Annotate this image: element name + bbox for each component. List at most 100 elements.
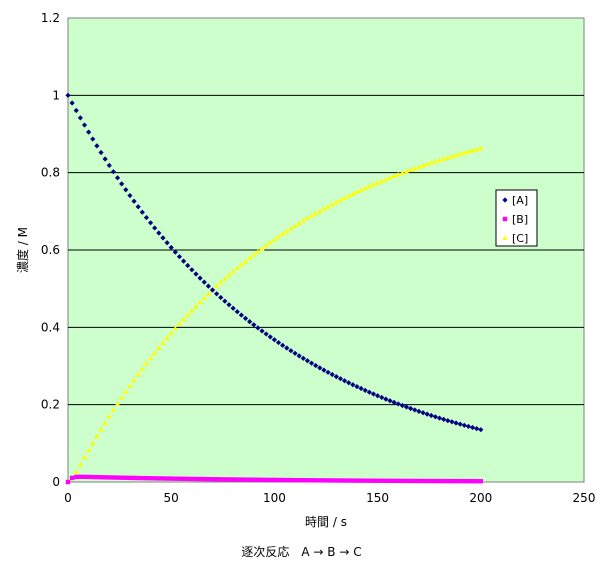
data-point-a [172, 249, 178, 255]
data-point-b [437, 478, 442, 484]
data-point-b [144, 475, 149, 481]
data-point-a [205, 283, 211, 289]
data-point-b [206, 476, 211, 482]
data-point-c [180, 316, 187, 322]
data-point-c [131, 377, 137, 383]
data-point-b [218, 477, 223, 482]
y-tick-label: 1 [52, 88, 60, 102]
data-point-b [247, 477, 252, 482]
data-point-b [420, 478, 426, 484]
y-tick-label: 0 [52, 475, 60, 489]
data-point-b [197, 476, 203, 482]
data-point-c [275, 233, 282, 239]
data-point-b [396, 478, 401, 484]
data-point-b [251, 477, 256, 482]
data-point-a [469, 424, 476, 431]
data-point-c [445, 154, 451, 160]
data-point-a [242, 315, 249, 321]
data-point-a [474, 426, 480, 432]
data-point-a [123, 187, 129, 193]
data-point-b [363, 478, 368, 483]
data-point-a [73, 107, 79, 114]
data-point-c [399, 170, 405, 175]
data-point-a [106, 162, 112, 169]
data-point-c [90, 440, 96, 446]
data-point-b [90, 474, 95, 480]
data-point-c [370, 181, 377, 187]
x-tick-label: 50 [164, 491, 179, 505]
data-point-a [395, 401, 401, 407]
data-point-b [214, 477, 219, 482]
data-point-b [202, 476, 207, 482]
data-point-b [239, 477, 244, 482]
data-point-a [238, 312, 244, 318]
data-point-b [329, 478, 335, 483]
data-point-c [193, 303, 199, 309]
data-point-b [115, 475, 120, 480]
data-point-a [284, 345, 290, 351]
data-point-b [226, 477, 232, 482]
data-point-b [342, 478, 347, 483]
data-point-b [408, 478, 413, 484]
data-point-c [436, 157, 443, 163]
data-point-a [222, 298, 228, 304]
data-point-b [65, 479, 71, 485]
data-point-c [300, 217, 306, 223]
data-point-c [234, 265, 240, 271]
data-point-b [457, 478, 463, 484]
data-point-c [218, 279, 224, 285]
data-point-b [230, 477, 236, 482]
x-axis-label: 時間 / s [305, 515, 347, 529]
data-point-b [164, 476, 170, 481]
data-point-a [313, 362, 319, 369]
data-point-a [416, 408, 422, 414]
data-point-c [366, 183, 372, 189]
data-point-c [391, 173, 397, 179]
data-point-c [143, 360, 150, 366]
data-point-b [354, 478, 360, 483]
data-point-a [110, 169, 117, 175]
data-point-a [329, 371, 335, 378]
data-point-c [230, 268, 236, 274]
data-point-b [346, 478, 351, 483]
series-b [65, 474, 483, 485]
data-point-a [375, 393, 381, 399]
data-point-c [362, 185, 368, 191]
x-tick-label: 0 [64, 491, 72, 505]
data-point-b [102, 475, 108, 480]
data-point-c [469, 147, 476, 153]
data-point-a [180, 258, 187, 264]
data-point-a [98, 149, 104, 156]
data-point-c [172, 325, 178, 331]
data-point-b [338, 478, 343, 483]
data-point-b [160, 476, 166, 481]
data-point-c [147, 355, 154, 361]
data-point-c [214, 283, 220, 289]
data-point-a [160, 235, 166, 241]
data-point-b [296, 477, 302, 483]
data-point-a [317, 365, 323, 371]
data-point-c [461, 150, 467, 155]
data-point-b [350, 478, 356, 483]
data-point-a [86, 129, 92, 135]
data-point-a [370, 391, 377, 397]
data-point-a [267, 334, 273, 340]
x-tick-labels: 0 50 100 150 200 250 [64, 491, 595, 505]
data-point-a [230, 305, 236, 311]
data-point-c [160, 340, 166, 345]
data-point-a [308, 360, 315, 366]
data-point-a [354, 384, 360, 390]
data-point-b [375, 478, 380, 483]
data-point-c [255, 248, 261, 254]
data-point-a [428, 412, 434, 419]
data-point-b [313, 478, 318, 483]
data-point-c [127, 383, 133, 388]
data-point-c [346, 193, 352, 199]
data-point-a [119, 181, 125, 187]
data-point-c [358, 187, 364, 193]
data-point-c [395, 171, 401, 177]
data-point-b [82, 474, 87, 480]
data-point-c [453, 152, 459, 158]
data-point-c [333, 199, 339, 205]
data-point-c [465, 148, 472, 154]
